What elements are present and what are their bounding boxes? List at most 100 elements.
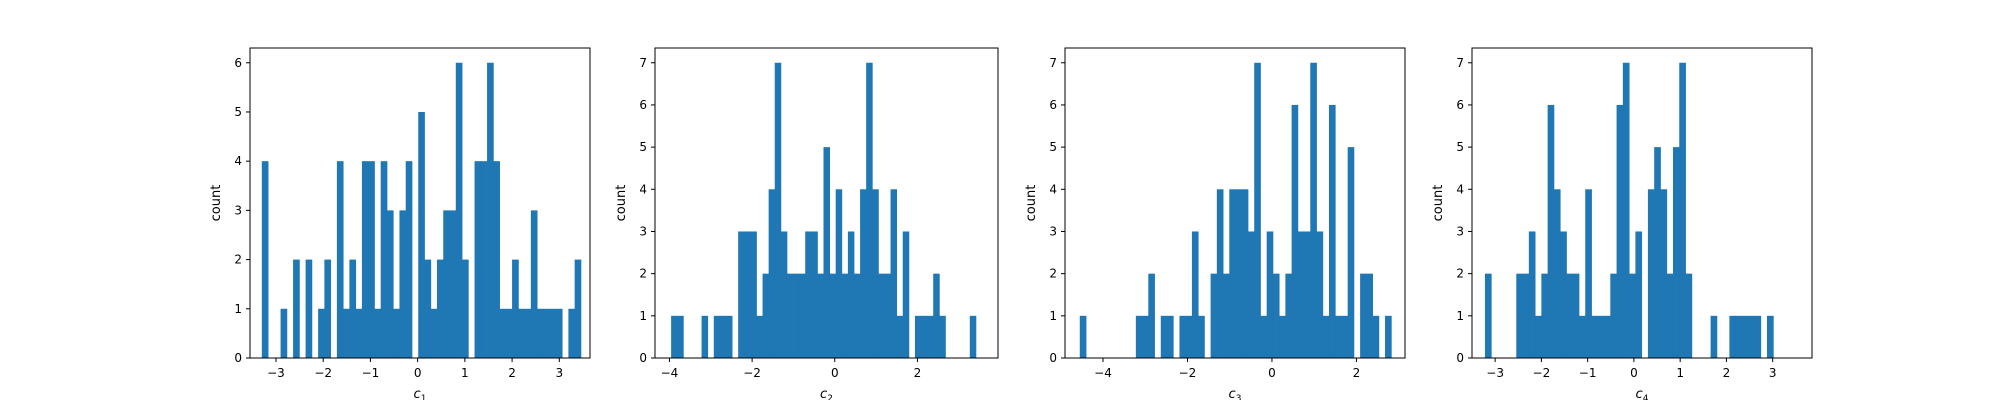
y-tick-label: 0	[639, 351, 647, 365]
histogram-bar	[799, 273, 806, 358]
histogram-bar	[835, 189, 843, 358]
y-axis-label: count	[209, 185, 224, 222]
y-tick-label: 1	[1456, 309, 1464, 323]
y-tick-label: 6	[1456, 98, 1464, 112]
histogram-bar	[374, 308, 382, 358]
histogram-bar	[549, 308, 557, 358]
histogram-bar	[1366, 273, 1373, 358]
x-tick-label: −4	[1094, 366, 1112, 380]
y-axis-label: count	[1431, 185, 1446, 222]
x-axis-label: c4	[1636, 387, 1649, 400]
histogram-bar	[493, 161, 500, 358]
histogram-bar	[1198, 315, 1205, 358]
histogram-bar	[1328, 104, 1336, 358]
histogram-bar	[744, 231, 751, 358]
x-tick-label: −1	[1579, 366, 1597, 380]
y-tick-label: 2	[639, 267, 647, 281]
y-tick-label: 6	[1049, 98, 1057, 112]
histogram-bar	[443, 210, 450, 358]
histogram-bar	[927, 315, 934, 358]
histogram-bar	[1685, 273, 1693, 358]
histogram-bar	[343, 308, 350, 358]
histogram-bar	[1142, 315, 1149, 358]
histogram-bar	[933, 273, 940, 358]
y-tick-label: 1	[639, 309, 647, 323]
x-tick-label: −2	[743, 366, 761, 380]
y-tick-label: 7	[639, 56, 647, 70]
y-tick-label: 7	[1456, 56, 1464, 70]
histogram-bar	[1322, 315, 1330, 358]
y-tick-label: 1	[234, 302, 242, 316]
axes-frame	[1471, 47, 1813, 359]
histogram-bar	[1310, 62, 1317, 358]
histogram-bar	[1254, 62, 1261, 358]
x-tick-label: 1	[461, 366, 469, 380]
histogram-bar	[537, 308, 544, 358]
histogram-bar	[1316, 231, 1324, 358]
histogram-bar	[1635, 231, 1643, 358]
histogram-bar	[1767, 315, 1774, 358]
histogram-bar	[430, 308, 438, 358]
histogram-bar	[555, 308, 563, 358]
histogram-bar	[1597, 315, 1605, 358]
histogram-bar	[530, 210, 538, 358]
histogram-bar	[1167, 315, 1174, 358]
histogram-bar	[1484, 273, 1492, 358]
histogram-bar	[774, 62, 782, 358]
histogram-bar	[853, 273, 861, 358]
histogram-bar	[719, 315, 727, 358]
histogram-bar	[914, 315, 922, 358]
histogram-bar	[1385, 315, 1392, 358]
histogram-bar	[1553, 189, 1561, 358]
histogram-bar	[1547, 104, 1555, 358]
histogram-bar	[1247, 231, 1255, 358]
y-tick-label: 0	[1456, 351, 1464, 365]
histogram-bar	[1610, 273, 1617, 358]
histogram-bar	[1516, 273, 1523, 358]
histogram-bar	[1185, 315, 1193, 358]
histogram-bar	[1260, 315, 1268, 358]
histogram-bar	[574, 259, 582, 358]
histogram-bar	[1135, 315, 1143, 358]
y-tick-label: 1	[1049, 309, 1057, 323]
histogram-bar	[817, 273, 824, 358]
histogram-bar	[1210, 273, 1218, 358]
histogram-bar	[1729, 315, 1737, 358]
y-tick-label: 3	[1456, 224, 1464, 238]
histogram-bar	[1285, 273, 1292, 358]
histogram-bar	[1372, 315, 1380, 358]
x-tick-label: −3	[267, 366, 285, 380]
histogram-bar	[1629, 273, 1636, 358]
x-tick-label: −3	[1486, 366, 1504, 380]
histogram-bar	[902, 231, 910, 358]
x-tick-label: 0	[1268, 366, 1276, 380]
axes-frame	[1064, 47, 1406, 359]
histogram-bar	[780, 231, 788, 358]
histogram-bar	[677, 315, 684, 358]
histogram-bar	[512, 259, 519, 358]
histogram-bar	[890, 189, 898, 358]
histogram-bar	[1522, 273, 1530, 358]
x-tick-label: 0	[831, 366, 839, 380]
histogram-bar	[793, 273, 800, 358]
histogram-bar	[399, 210, 407, 358]
histogram-bar	[293, 259, 300, 358]
histogram-bar	[1179, 315, 1187, 358]
histogram-bar	[280, 308, 288, 358]
histogram-bar	[1754, 315, 1762, 358]
x-tick-label: 3	[555, 366, 563, 380]
histogram-bar	[1616, 104, 1624, 358]
y-tick-label: 3	[1049, 224, 1057, 238]
x-tick-label: 0	[414, 366, 422, 380]
y-axis-label: count	[1024, 185, 1039, 222]
y-tick-label: 4	[1049, 182, 1057, 196]
histogram-bar	[1560, 231, 1567, 358]
histogram-bar	[1341, 315, 1349, 358]
y-tick-label: 5	[1456, 140, 1464, 154]
histogram-bar	[1216, 189, 1224, 358]
x-axis-label: c1	[414, 387, 427, 400]
histogram-bar	[543, 308, 551, 358]
histogram-bar	[921, 315, 928, 358]
x-tick-label: 2	[508, 366, 516, 380]
